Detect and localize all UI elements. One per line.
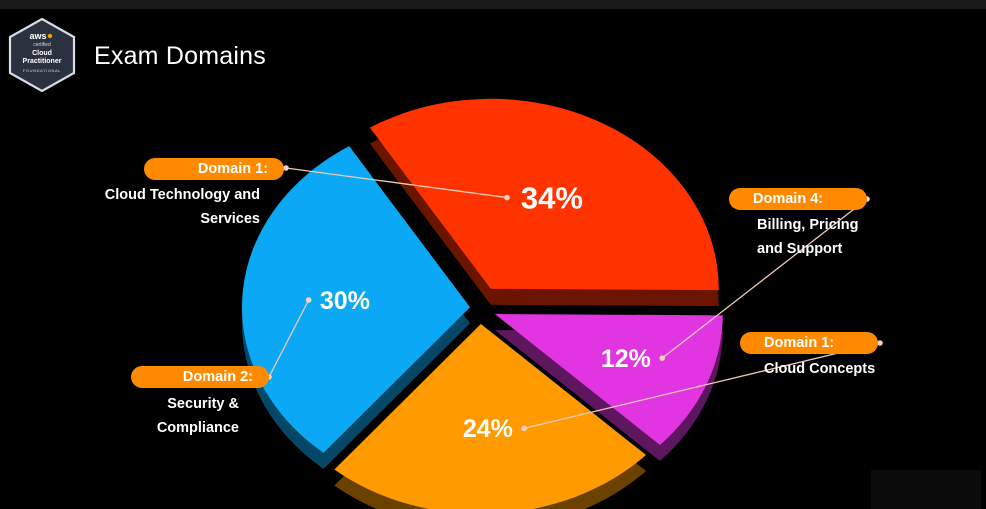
- top-bar: [0, 0, 986, 9]
- connector-line-3: [523, 342, 881, 429]
- badge-line1: Cloud: [32, 50, 52, 57]
- page-title: Exam Domains: [94, 42, 266, 70]
- slice-percent-label-4: 30%: [320, 287, 370, 315]
- slice-description-domain2-security: Security & Compliance: [156, 396, 239, 436]
- badge-sub: certified: [33, 42, 51, 48]
- pie-slice-3: [334, 323, 647, 509]
- slice-label-domain1-concepts: Domain 1:: [740, 332, 878, 354]
- badge-dot-icon: [47, 33, 53, 39]
- slice-label-domain1-technology: Domain 1:: [144, 158, 284, 180]
- connector-line-2: [661, 198, 868, 359]
- badge-line2: Practitioner: [23, 58, 62, 65]
- connector-dot-2-1: [659, 355, 665, 361]
- pie-slice-2: [494, 313, 723, 446]
- slice-label-domain4-billing: Domain 4:: [729, 188, 867, 210]
- connector-dot-3-2: [877, 340, 883, 346]
- slice-percent-label-2: 12%: [601, 345, 651, 373]
- connector-dot-4-1: [305, 297, 312, 303]
- slice-description-domain1-technology: Cloud Technology and Services: [104, 187, 260, 227]
- slice-description-domain1-concepts: Cloud Concepts: [764, 361, 876, 377]
- slice-percent-label-3: 24%: [463, 415, 513, 443]
- badge-level: FOUNDATIONAL: [23, 68, 61, 73]
- connector-dot-3-1: [521, 425, 527, 432]
- corner-overlay: [871, 470, 981, 509]
- aws-certification-badge: aws certified Cloud Practitioner FOUNDAT…: [8, 17, 76, 93]
- slice-description-domain4-billing: Billing, Pricing and Support: [757, 217, 859, 257]
- connector-dot-1-1: [504, 194, 510, 201]
- connector-line-4: [268, 299, 310, 378]
- pie-slice-4: [242, 146, 471, 453]
- badge-brand: aws: [29, 31, 46, 41]
- slice-percent-label-1: 34%: [521, 180, 583, 215]
- slice-label-domain2-security: Domain 2:: [131, 366, 269, 388]
- connector-line-1: [285, 167, 508, 199]
- connector-dot-1-2: [283, 165, 289, 171]
- pie-slice-1: [369, 98, 719, 291]
